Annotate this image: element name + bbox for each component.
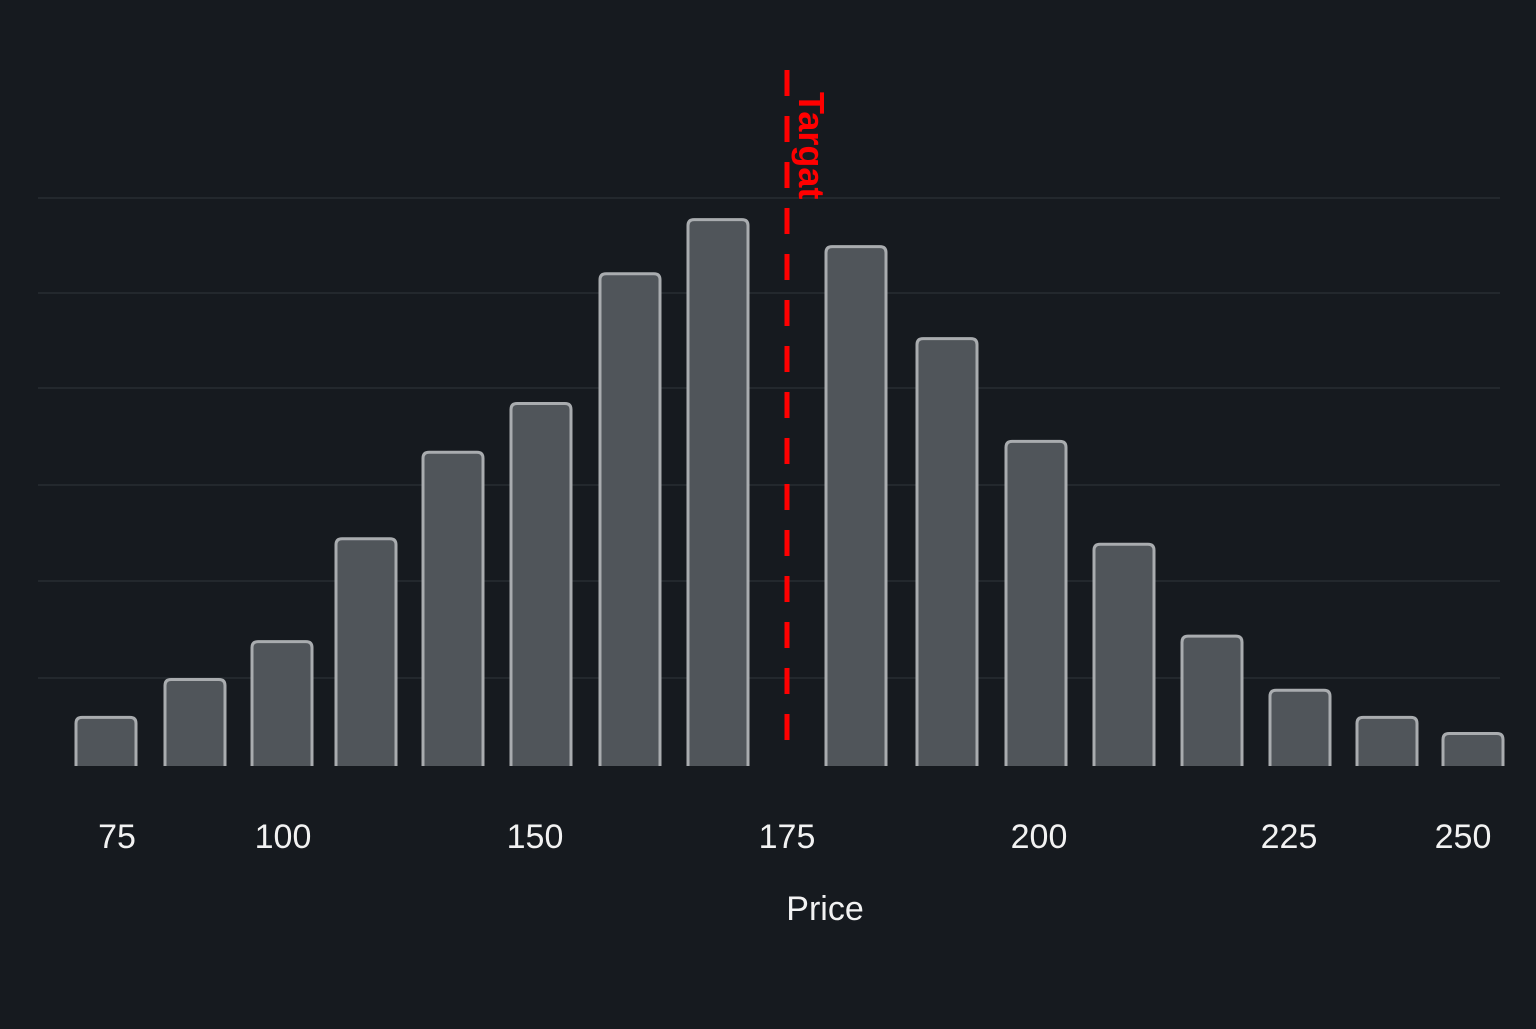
bar-6: [598, 272, 662, 766]
bar-11: [1092, 542, 1156, 766]
bar-7: [686, 218, 750, 766]
x-axis-label: Price: [786, 890, 863, 928]
target-reference: Targat: [784, 70, 832, 740]
x-tick-100: 100: [255, 818, 312, 856]
bar-8: [824, 245, 888, 766]
bar-13: [1268, 688, 1332, 766]
gridlines: [38, 197, 1500, 679]
bar-5: [509, 402, 573, 766]
x-tick-75: 75: [98, 818, 136, 856]
bar-1: [163, 677, 227, 766]
x-tick-150: 150: [507, 818, 564, 856]
bars: [74, 218, 1505, 766]
x-axis-ticks: 75 100 150 175 200 225 250: [98, 818, 1491, 856]
bar-3: [334, 537, 398, 766]
bar-2: [250, 640, 314, 766]
x-tick-200: 200: [1011, 818, 1068, 856]
x-tick-175: 175: [759, 818, 816, 856]
x-tick-250: 250: [1435, 818, 1492, 856]
bar-10: [1004, 439, 1068, 766]
x-tick-225: 225: [1261, 818, 1318, 856]
bar-14: [1355, 715, 1419, 766]
target-label: Targat: [791, 92, 832, 199]
bar-15: [1441, 732, 1505, 766]
bar-4: [421, 450, 485, 766]
bar-12: [1180, 634, 1244, 766]
bar-0: [74, 715, 138, 766]
bar-9: [915, 337, 979, 766]
